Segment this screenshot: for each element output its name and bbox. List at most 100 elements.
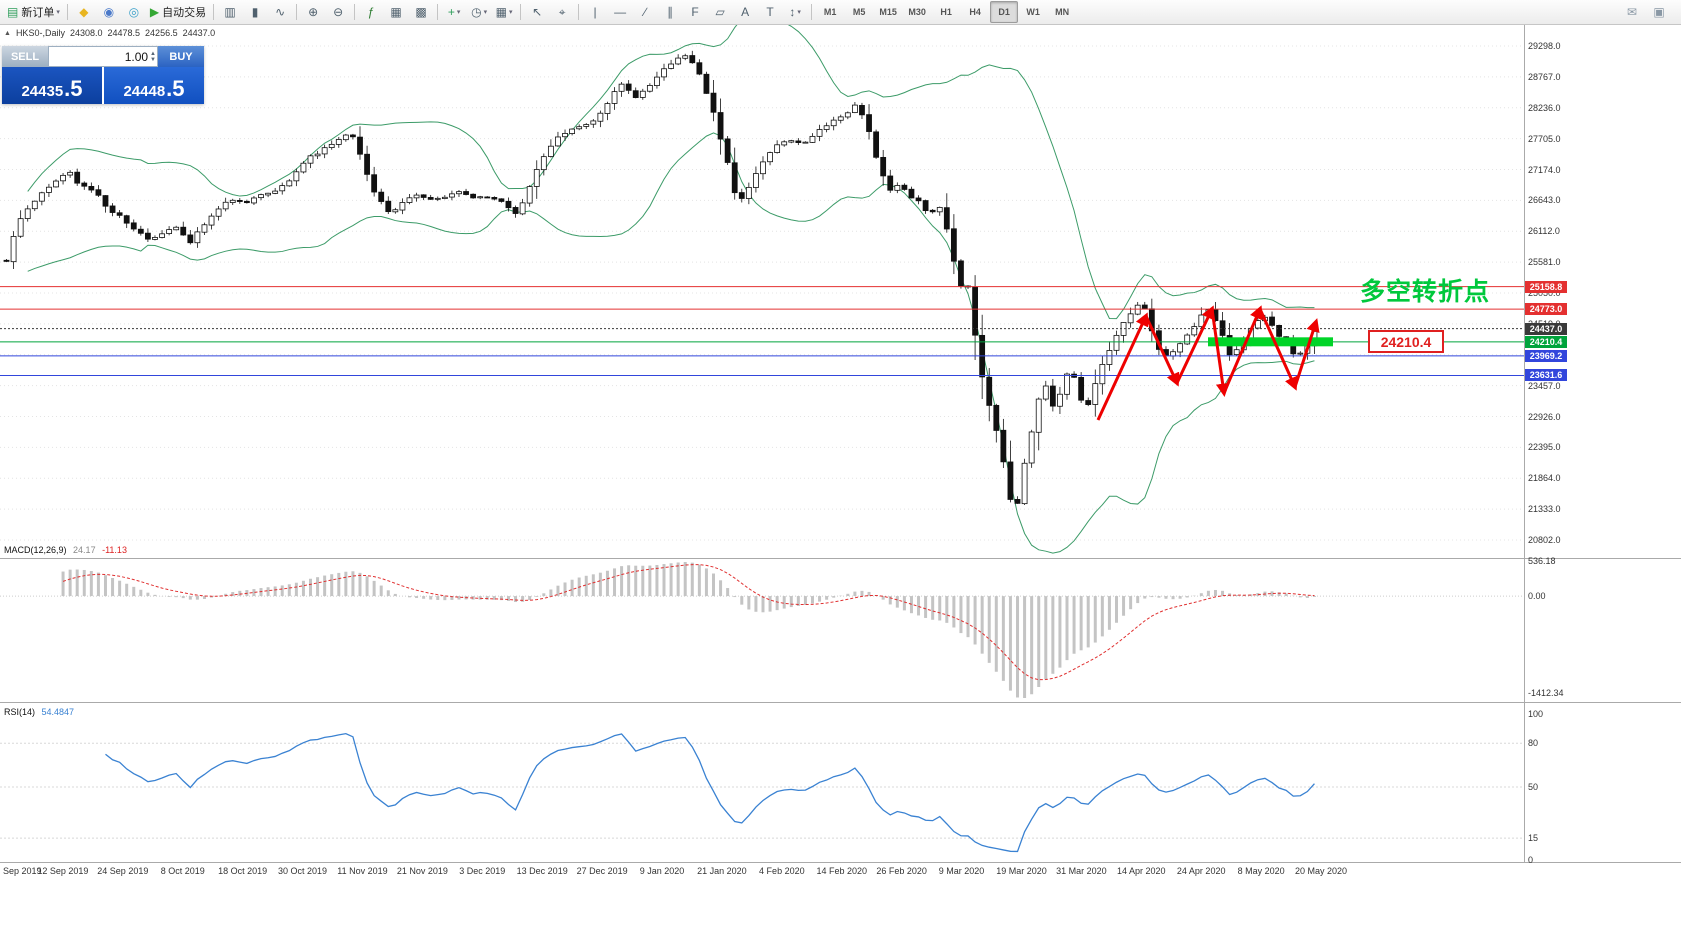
label-tool-icon: T [766, 5, 774, 19]
symbol-icon: ▲ [4, 29, 11, 37]
timeframe-w1-button[interactable]: W1 [1026, 7, 1040, 17]
dropdown-caret-icon: ▾ [509, 9, 513, 16]
ohlc-low: 24256.5 [145, 28, 178, 38]
price-callout: 24210.4 [1368, 330, 1444, 353]
fibonacci-tool-button[interactable]: F [683, 1, 707, 23]
templates-button[interactable]: ▦ ▾ [492, 1, 516, 23]
trendline-tool-button[interactable]: ∕ [633, 1, 657, 23]
label-tool-button[interactable]: T [758, 1, 782, 23]
new-chart-button[interactable]: + ▾ [442, 1, 466, 23]
sell-price[interactable]: 24435 .5 [2, 67, 102, 104]
stepper-down-icon[interactable]: ▼ [150, 56, 156, 63]
toolbar-right-group: ✉ ▣ [1620, 1, 1677, 23]
cascade-windows-icon: ▩ [415, 5, 427, 19]
buy-button[interactable]: BUY [158, 46, 204, 67]
new-order-button[interactable]: ▤ 新订单 ▾ [4, 1, 63, 23]
shapes-tool-button[interactable]: ▱ [708, 1, 732, 23]
channel-tool-icon: ∥ [667, 5, 674, 19]
rsi-line [105, 732, 1315, 853]
lightning-icon[interactable]: ◆ [72, 1, 96, 23]
profile-icon-icon: ◉ [103, 5, 115, 19]
zoom-out-button[interactable]: ⊖ [326, 1, 350, 23]
tile-windows-button[interactable]: ▦ [384, 1, 408, 23]
toolbar-separator [296, 4, 298, 20]
new-chart-icon: + [447, 5, 455, 19]
profile-icon[interactable]: ◉ [97, 1, 121, 23]
zoom-in-button[interactable]: ⊕ [301, 1, 325, 23]
mql5-community-icon[interactable]: ▣ [1647, 1, 1671, 23]
stepper-up-icon[interactable]: ▲ [150, 50, 156, 57]
one-click-trading-widget: SELL 1.00 ▲ ▼ BUY 24435 .5 24448 .5 [2, 46, 204, 104]
vline-tool-button[interactable]: | [583, 1, 607, 23]
rsi-name: RSI(14) [4, 707, 36, 717]
ohlc-high: 24478.5 [107, 28, 141, 38]
dropdown-caret-icon: ▾ [797, 9, 801, 16]
ohlc-close: 24437.0 [182, 28, 216, 38]
indicators-button[interactable]: ƒ [359, 1, 383, 23]
channel-tool-button[interactable]: ∥ [658, 1, 682, 23]
toolbar-separator [578, 4, 580, 20]
chat-icon[interactable]: ✉ [1620, 1, 1644, 23]
macd-signal-line [62, 564, 1315, 681]
zoom-out-icon: ⊖ [333, 5, 344, 19]
bar-chart-icon: ▥ [224, 5, 236, 19]
candlestick-chart-button[interactable]: ▮ [243, 1, 267, 23]
timeframe-d1-button[interactable]: D1 [990, 1, 1019, 23]
period-icon: ◷ [471, 5, 482, 19]
timeframe-h4-button[interactable]: H4 [969, 7, 981, 17]
hline-tool-icon: — [614, 5, 627, 19]
text-tool-button[interactable]: A [733, 1, 757, 23]
zoom-in-icon: ⊕ [308, 5, 319, 19]
macd-histogram [61, 562, 1316, 698]
line-chart-button[interactable]: ∿ [268, 1, 292, 23]
timeframe-m5-button[interactable]: M5 [852, 7, 866, 17]
timeframe-h1-button[interactable]: H1 [940, 7, 952, 17]
pivot-highlight-zone [1208, 337, 1333, 347]
period-button[interactable]: ◷ ▾ [467, 1, 491, 23]
candlestick-chart-icon: ▮ [251, 5, 259, 19]
arrows-tool-icon: ↕ [789, 5, 796, 19]
cursor-button[interactable]: ↖ [525, 1, 549, 23]
crosshair-icon: ⌖ [558, 5, 566, 19]
mql5-community-icon: ▣ [1653, 5, 1665, 19]
toolbar-separator [354, 4, 356, 20]
bar-chart-button[interactable]: ▥ [218, 1, 242, 23]
rsi-value: 54.4847 [41, 707, 75, 717]
community-icon-icon: ◎ [128, 5, 140, 19]
timeframe-m15-button[interactable]: M15 [879, 7, 897, 17]
timeframe-mn-button[interactable]: MN [1055, 7, 1070, 17]
chat-icon: ✉ [1626, 5, 1638, 19]
fibonacci-tool-icon: F [691, 5, 699, 19]
crosshair-button[interactable]: ⌖ [550, 1, 574, 23]
dropdown-caret-icon: ▾ [456, 9, 461, 16]
arrows-tool-button[interactable]: ↕ ▾ [783, 1, 807, 23]
timeframe-m30-button[interactable]: M30 [908, 7, 926, 17]
ohlc-open: 24308.0 [69, 28, 103, 38]
volume-input[interactable]: 1.00 ▲ ▼ [48, 46, 158, 67]
autotrading-button[interactable]: ▶ 自动交易 [147, 1, 209, 23]
chart-symbol: HKS0-,Daily [15, 28, 65, 38]
main-chart-layer [3, 25, 1318, 554]
macd-indicator-label: MACD(12,26,9) 24.17 -11.13 [4, 545, 127, 555]
toolbar: ▤ 新订单 ▾ ◆ ◉ ◎ ▶ 自动交易 ▥ ▮ ∿ ⊕ ⊖ ƒ ▦ ▩ + ▾ ◷ ▾ ▦ ▾ ↖ ⌖ | — ∕ ∥ F ▱ A T ↕ ▾ M… [0, 0, 1681, 25]
dropdown-caret-icon: ▾ [56, 9, 60, 16]
bollinger-upper-band [27, 25, 1315, 320]
sell-button[interactable]: SELL [2, 46, 48, 67]
autotrading-button-label: 自动交易 [162, 7, 207, 19]
cascade-windows-button[interactable]: ▩ [409, 1, 433, 23]
community-icon[interactable]: ◎ [122, 1, 146, 23]
timeframe-m1-button[interactable]: M1 [823, 7, 837, 17]
hline-tool-button[interactable]: — [608, 1, 632, 23]
candles [3, 50, 1318, 506]
sell-price-pip: .5 [64, 76, 83, 102]
toolbar-separator [213, 4, 215, 20]
shapes-tool-icon: ▱ [715, 5, 725, 19]
volume-stepper[interactable]: ▲ ▼ [150, 51, 156, 63]
tile-windows-icon: ▦ [390, 5, 402, 19]
buy-price-pip: .5 [166, 76, 185, 102]
sell-price-main: 24435 [21, 83, 64, 100]
line-chart-icon: ∿ [275, 5, 286, 19]
vline-tool-icon: | [593, 5, 597, 19]
buy-price[interactable]: 24448 .5 [104, 67, 204, 104]
